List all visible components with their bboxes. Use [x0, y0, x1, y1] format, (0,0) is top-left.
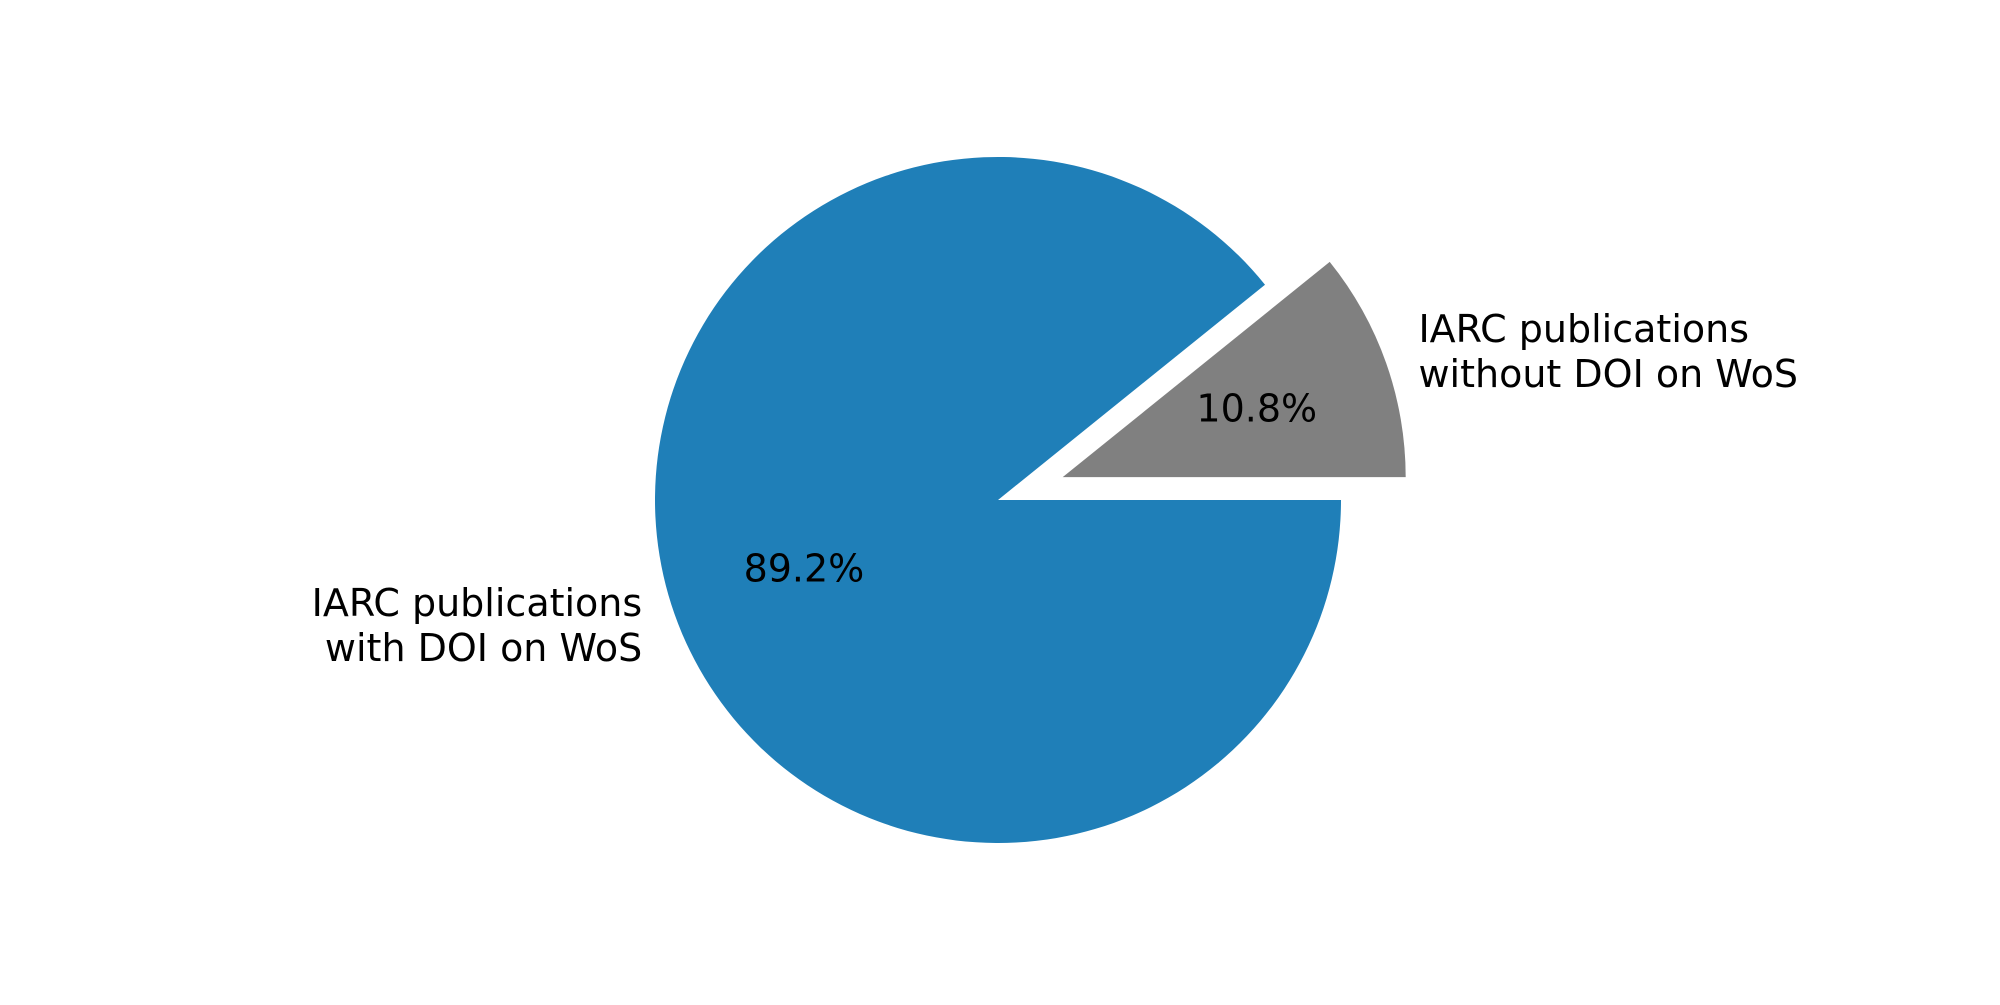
pie-slice-0-percent-label: 89.2%: [744, 546, 865, 590]
pie-slice-1-category-label-line-0: IARC publications: [1418, 307, 1749, 351]
pie-slice-0-category-label: IARC publications with DOI on WoS: [312, 581, 643, 670]
pie-slice-0: [655, 157, 1341, 844]
pie-slice-0-category-label-line-0: IARC publications: [312, 581, 643, 625]
pie-slice-1: [1062, 261, 1406, 478]
pie-slice-1-category-label: IARC publications without DOI on WoS: [1418, 307, 1798, 396]
pie-slice-0-category-label-line-1: with DOI on WoS: [325, 626, 642, 670]
pie-slice-1-category-label-line-1: without DOI on WoS: [1418, 352, 1798, 396]
pie-slice-1-percent-label: 10.8%: [1196, 387, 1317, 431]
